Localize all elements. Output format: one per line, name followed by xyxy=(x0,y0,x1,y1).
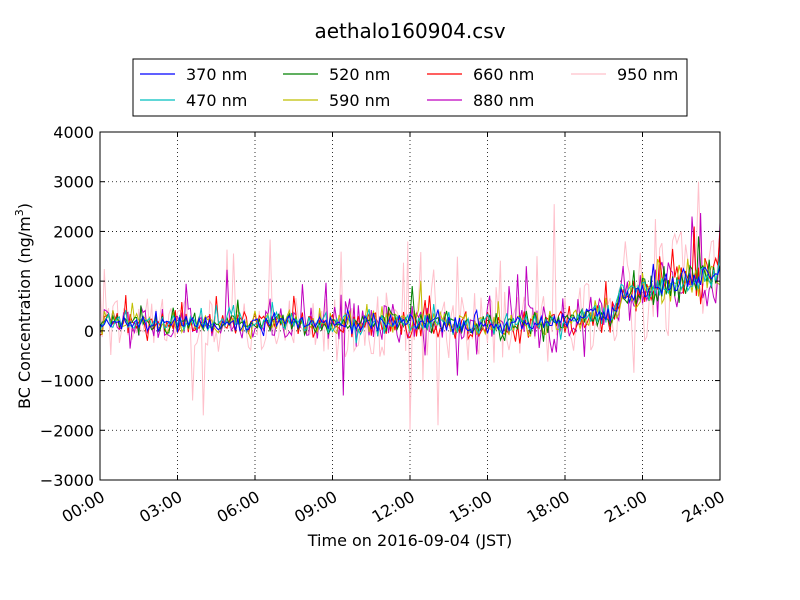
legend-entry: 590 nm xyxy=(283,91,390,110)
y-tick-label: 0 xyxy=(84,322,94,341)
series-line-370-nm xyxy=(99,263,721,337)
legend-entry: 660 nm xyxy=(427,65,534,84)
y-tick-label: −3000 xyxy=(40,471,94,490)
legend-label: 370 nm xyxy=(186,65,247,84)
legend-label: 660 nm xyxy=(473,65,534,84)
legend-entry: 470 nm xyxy=(140,91,247,110)
y-axis-label-superscript: 3 xyxy=(13,209,26,216)
series-lines xyxy=(99,181,721,431)
legend-entries: 370 nm 470 nm 520 nm 590 nm 660 nm 880 nm 950 … xyxy=(140,65,678,110)
y-tick-label: −1000 xyxy=(40,372,94,391)
legend-label: 880 nm xyxy=(473,91,534,110)
y-axis-label-close: ) xyxy=(15,203,34,209)
y-axis-label: BC Concentration (ng/m3) xyxy=(13,203,34,409)
legend-entry: 520 nm xyxy=(283,65,390,84)
axis-ticks xyxy=(99,131,721,481)
legend-entry: 880 nm xyxy=(427,91,534,110)
y-tick-labels: 4000 3000 2000 1000 0 −1000 −2000 −3000 xyxy=(40,123,94,490)
chart-title: aethalo160904.csv xyxy=(314,19,505,43)
x-axis-label: Time on 2016-09-04 (JST) xyxy=(307,531,512,550)
y-tick-label: 2000 xyxy=(53,222,94,241)
y-tick-label: −2000 xyxy=(40,421,94,440)
legend-box xyxy=(132,58,688,117)
y-tick-label: 1000 xyxy=(53,272,94,291)
y-tick-label: 4000 xyxy=(53,123,94,142)
y-tick-label: 3000 xyxy=(53,173,94,192)
legend: 370 nm 470 nm 520 nm 590 nm 660 nm 880 nm 950 … xyxy=(132,58,688,117)
legend-label: 470 nm xyxy=(186,91,247,110)
series-line-950-nm xyxy=(99,181,721,431)
legend-entry: 950 nm xyxy=(571,65,678,84)
legend-entry: 370 nm xyxy=(140,65,247,84)
y-axis-label-main: BC Concentration (ng/m xyxy=(15,216,34,409)
series-line-590-nm xyxy=(99,258,721,339)
legend-label: 520 nm xyxy=(329,65,390,84)
legend-label: 950 nm xyxy=(617,65,678,84)
legend-label: 590 nm xyxy=(329,91,390,110)
